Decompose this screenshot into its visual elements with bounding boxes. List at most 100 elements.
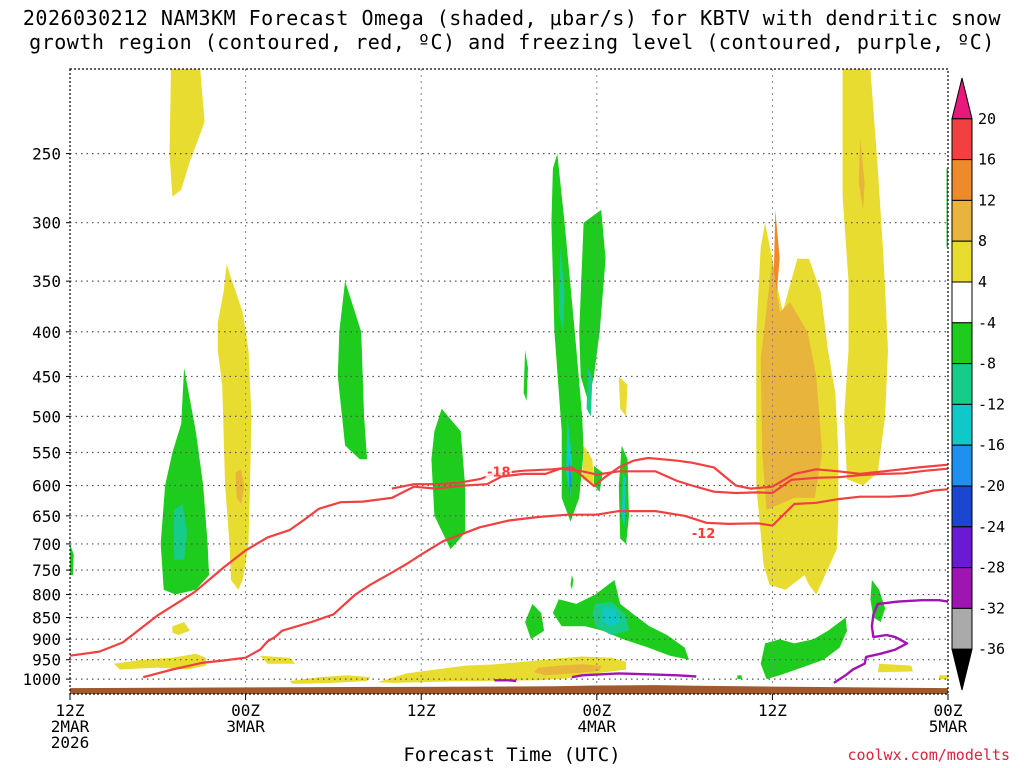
colorbar-swatch	[951, 199, 973, 242]
colorbar-swatch	[951, 607, 973, 650]
omega-region-down_8_12	[173, 504, 188, 560]
site-credit[interactable]: coolwx.com/modelts	[847, 746, 1010, 764]
omega-region-up_4_8	[842, 69, 888, 486]
colorbar: 20 16 12 8 4 -4 -8 -12 -16 -20 -24 -28 -32 -36	[951, 77, 1005, 691]
y-tick-label: 300	[32, 214, 61, 233]
freezing-level-contour	[494, 679, 517, 683]
omega-region-up_8_12	[858, 138, 865, 210]
y-tick-label: 500	[32, 407, 61, 426]
colorbar-label: 12	[978, 191, 996, 209]
y-tick-label: 450	[32, 367, 61, 386]
colorbar-label: -4	[978, 314, 996, 332]
omega-region-up_8_12	[760, 258, 823, 510]
colorbar-label: -12	[978, 395, 1005, 413]
colorbar-label: 8	[978, 232, 987, 250]
omega-region-up_4_8	[169, 69, 205, 197]
colorbar-label: 4	[978, 273, 987, 291]
colorbar-top-arrow	[951, 77, 973, 120]
x-tick-label: 2MAR	[51, 717, 90, 736]
y-tick-label: 850	[32, 609, 61, 628]
omega-region-up_4_8	[618, 376, 628, 417]
omega-region-down_12_16	[602, 608, 621, 627]
plot-frame	[69, 68, 949, 695]
dendritic-contour	[70, 467, 948, 657]
colorbar-swatch	[951, 240, 973, 283]
colorbar-label: -36	[978, 640, 1005, 658]
colorbar-swatch	[951, 526, 973, 569]
omega-region-down_8_12	[558, 247, 565, 332]
colorbar-label: -24	[978, 518, 1005, 536]
y-tick-label: 950	[32, 651, 61, 670]
colorbar-label: -32	[978, 599, 1005, 617]
plot-area: -18-12	[70, 69, 948, 694]
y-tick-label: 600	[32, 476, 61, 495]
colorbar-label: 16	[978, 151, 996, 169]
omega-region-down_4_8	[737, 675, 742, 680]
colorbar-swatch	[951, 567, 973, 609]
x-tick-label: 2026	[51, 733, 90, 752]
x-tick-label: 12Z	[758, 701, 787, 720]
omega-region-up_4_8	[113, 653, 207, 670]
colorbar-label: -8	[978, 355, 996, 373]
x-tick-label: 00Z	[231, 701, 260, 720]
colorbar-swatch	[951, 159, 973, 201]
omega-region-down_4_8	[525, 603, 545, 640]
colorbar-bottom-arrow	[951, 648, 973, 691]
colorbar-swatch	[951, 403, 973, 446]
x-tick-label: 5MAR	[929, 717, 968, 736]
x-tick-label: 12Z	[56, 701, 85, 720]
colorbar-swatch	[951, 118, 973, 161]
contour-label-bg	[485, 463, 512, 479]
y-tick-label: 900	[32, 630, 61, 649]
y-tick-label: 750	[32, 561, 61, 580]
ground-surface	[70, 685, 948, 694]
omega-region-down_4_8	[579, 209, 606, 401]
x-tick-label: 12Z	[407, 701, 436, 720]
y-tick-label: 800	[32, 586, 61, 605]
chart-title-line1: 2026030212 NAM3KM Forecast Omega (shaded…	[22, 6, 1002, 30]
plot-clip-group: -18-12	[70, 69, 948, 694]
dendritic-contour	[142, 488, 948, 679]
colorbar-swatch	[951, 485, 973, 528]
colorbar-label: 20	[978, 110, 996, 128]
colorbar-label: -20	[978, 477, 1005, 495]
omega-region-down_4_8	[431, 408, 466, 550]
y-tick-label: 700	[32, 535, 61, 554]
y-tick-label: 250	[32, 145, 61, 164]
omega-region-down_4_8	[70, 543, 74, 576]
omega-region-down_4_8	[570, 575, 574, 590]
omega-region-down_4_8	[551, 153, 584, 522]
freezing-level-contour	[571, 672, 697, 679]
omega-region-up_8_12	[533, 664, 602, 676]
omega-region-up_4_8	[260, 655, 296, 664]
y-tick-label: 400	[32, 323, 61, 342]
omega-region-down_8_12	[586, 367, 593, 417]
x-tick-label: 3MAR	[226, 717, 265, 736]
colorbar-swatch	[951, 363, 973, 405]
omega-region-up_4_8	[172, 622, 190, 635]
contour-label-bg	[690, 524, 717, 540]
omega-region-down_4_8	[523, 350, 528, 401]
x-tick-label: 00Z	[934, 701, 963, 720]
omega-region-up_4_8	[217, 264, 252, 590]
colorbar-swatch	[951, 281, 973, 324]
omega-region-up_4_8	[377, 656, 627, 683]
contour-label: -12	[692, 527, 716, 542]
colorbar-label: -28	[978, 559, 1005, 577]
colorbar-label: -16	[978, 436, 1005, 454]
omega-region-up_4_8	[582, 445, 594, 486]
freezing-level-contour	[833, 599, 948, 684]
y-tick-label: 1000	[22, 670, 61, 689]
chart-title-line2: growth region (contoured, red, ºC) and f…	[29, 30, 995, 54]
x-tick-label: 00Z	[582, 701, 611, 720]
omega-region-up_12_16	[773, 209, 780, 292]
x-axis-label: Forecast Time (UTC)	[403, 744, 621, 766]
omega-region-up_4_8	[877, 663, 913, 673]
omega-region-up_4_8	[939, 675, 948, 680]
x-tick-label: 4MAR	[578, 717, 617, 736]
omega-region-down_12_16	[621, 472, 627, 528]
y-tick-label: 650	[32, 507, 61, 526]
axes: 250 300 350 400 450 500 550 600 650 700 750 800 850 9…	[22, 68, 968, 752]
y-tick-label: 350	[32, 272, 61, 291]
